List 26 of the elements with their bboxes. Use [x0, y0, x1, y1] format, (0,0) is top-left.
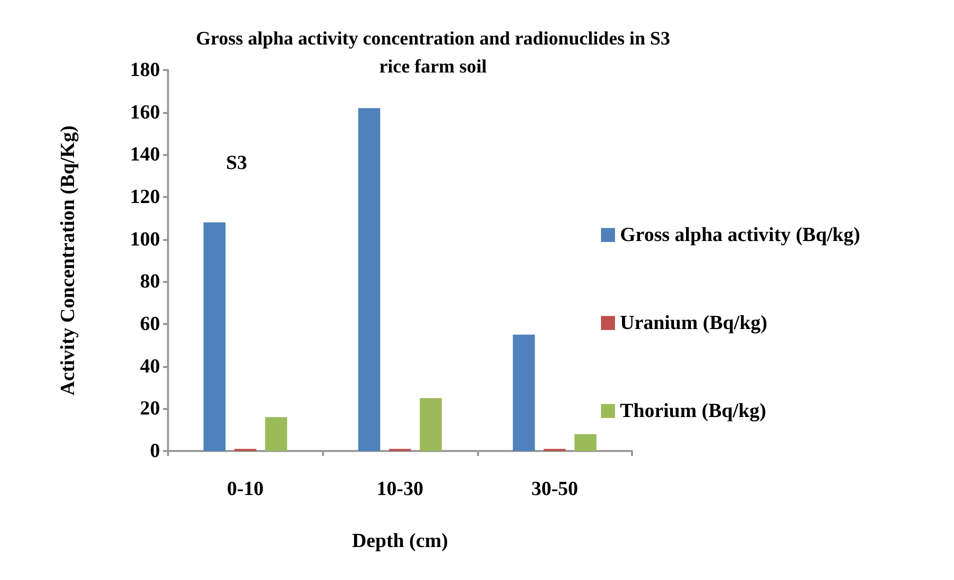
x-axis-title: Depth (cm) [352, 530, 448, 552]
chart-title: Gross alpha activity concentration and radionuclides in S3 rice farm soil [196, 28, 670, 78]
y-tick-label: 120 [130, 186, 160, 208]
y-tick-label: 140 [130, 144, 160, 166]
y-tick-label: 80 [140, 270, 160, 293]
x-tick-label: 0-10 [226, 478, 264, 500]
x-tick-label: 30-50 [531, 478, 578, 500]
legend-label: Uranium (Bq/kg) [620, 312, 768, 334]
y-tick-label: 180 [130, 59, 160, 81]
bar [204, 222, 226, 451]
bar [420, 398, 442, 451]
y-tick-label: 60 [140, 313, 160, 335]
bar [265, 417, 288, 451]
bar [512, 334, 535, 451]
y-axis-title: Activity Concentration (Bq/Kg) [57, 126, 79, 396]
legend-label: Gross alpha activity (Bq/kg) [620, 224, 860, 246]
y-tick-label: 20 [140, 398, 160, 420]
y-tick-label: 160 [130, 101, 160, 124]
y-tick-label: 0 [150, 440, 160, 462]
bar [574, 434, 596, 451]
y-tick-label: 100 [130, 228, 160, 250]
annotation: S3 [226, 152, 248, 174]
y-tick-label: 40 [140, 355, 160, 378]
x-tick-label: 10-30 [376, 478, 424, 500]
legend-label: Thorium (Bq/kg) [620, 400, 766, 422]
bar [358, 108, 380, 451]
